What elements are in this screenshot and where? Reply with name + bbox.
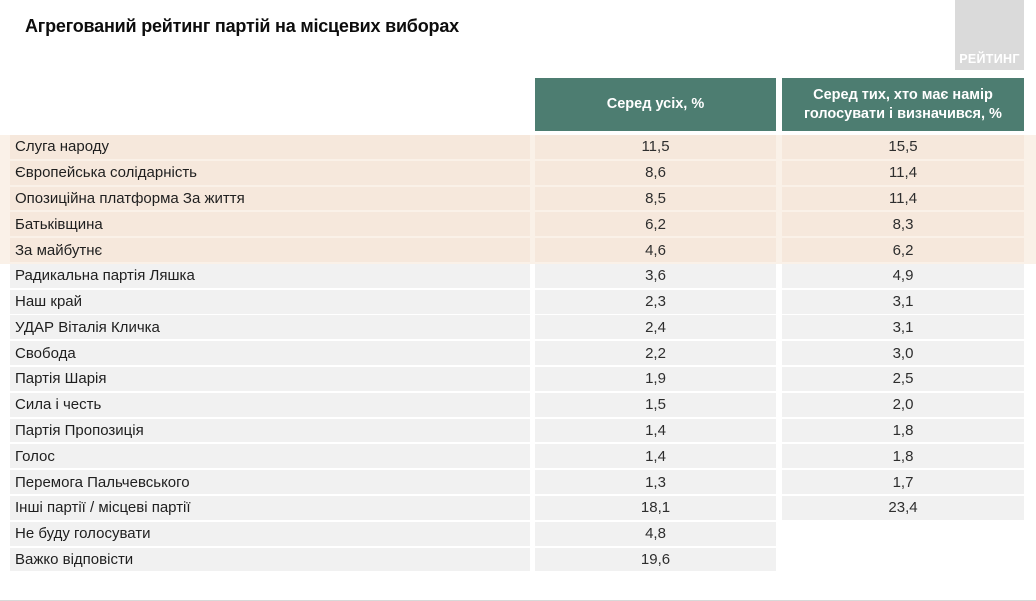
value-among-decided-cell: 11,4 — [782, 160, 1024, 185]
value-among-all-cell: 6,2 — [535, 212, 776, 237]
value-among-all-cell: 4,6 — [535, 238, 776, 263]
value-among-decided-cell: 11,4 — [782, 186, 1024, 211]
party-name-cell: Свобода — [10, 341, 530, 366]
value-among-decided-cell: 23,4 — [782, 495, 1024, 520]
party-name-cell: УДАР Віталія Кличка — [10, 315, 530, 340]
party-name-cell: Опозиційна платформа За життя — [10, 186, 530, 211]
column-header-among-decided: Серед тих, хто має намір голосувати і ви… — [782, 78, 1024, 131]
value-among-decided-cell: 1,8 — [782, 418, 1024, 443]
value-among-all-cell: 1,3 — [535, 470, 776, 495]
value-among-decided-cell: 3,1 — [782, 289, 1024, 314]
value-among-all-cell: 3,6 — [535, 263, 776, 288]
value-among-all-cell: 2,2 — [535, 341, 776, 366]
table-row: Свобода 2,2 3,0 — [0, 341, 1036, 366]
party-name-cell: Не буду голосувати — [10, 521, 530, 546]
value-among-all-cell: 1,4 — [535, 418, 776, 443]
table-row: Інші партії / місцеві партії 18,1 23,4 — [0, 495, 1036, 520]
value-among-all-cell: 18,1 — [535, 495, 776, 520]
value-among-all-cell: 8,5 — [535, 186, 776, 211]
value-among-all-cell: 19,6 — [535, 547, 776, 572]
value-among-decided-cell: 4,9 — [782, 263, 1024, 288]
party-name-cell: Батьківщина — [10, 212, 530, 237]
value-among-all-cell: 4,8 — [535, 521, 776, 546]
value-among-decided-cell: 3,1 — [782, 315, 1024, 340]
value-among-decided-cell: 1,7 — [782, 470, 1024, 495]
table-row: Партія Пропозиція 1,4 1,8 — [0, 418, 1036, 443]
party-name-cell: Перемога Пальчевського — [10, 470, 530, 495]
value-among-all-cell: 11,5 — [535, 135, 776, 159]
value-among-decided-cell: 6,2 — [782, 238, 1024, 263]
value-among-all-cell: 2,4 — [535, 315, 776, 340]
table-row: УДАР Віталія Кличка 2,4 3,1 — [0, 315, 1036, 340]
table-row: Слуга народу 11,5 15,5 — [0, 135, 1036, 159]
logo-text: РЕЙТИНГ — [959, 52, 1020, 66]
party-name-cell: Важко відповісти — [10, 547, 530, 572]
value-among-all-cell: 8,6 — [535, 160, 776, 185]
page-title: Агрегований рейтинг партій на місцевих в… — [25, 16, 459, 36]
value-among-decided-cell: 15,5 — [782, 135, 1024, 159]
party-name-cell: Наш край — [10, 289, 530, 314]
party-name-cell: Партія Шарія — [10, 367, 530, 391]
value-among-decided-cell — [782, 548, 1024, 572]
table-row: Сила і честь 1,5 2,0 — [0, 392, 1036, 417]
table-body: Слуга народу 11,5 15,5 Європейська солід… — [0, 135, 1036, 573]
party-name-cell: Слуга народу — [10, 135, 530, 159]
table-row: Європейська солідарність 8,6 11,4 — [0, 160, 1036, 185]
party-name-cell: Партія Пропозиція — [10, 418, 530, 443]
party-name-cell: Інші партії / місцеві партії — [10, 495, 530, 520]
party-name-cell: Європейська солідарність — [10, 160, 530, 185]
value-among-decided-cell: 8,3 — [782, 212, 1024, 237]
party-name-cell: Радикальна партія Ляшка — [10, 263, 530, 288]
rating-group-logo: РЕЙТИНГ — [955, 0, 1024, 70]
table-row: Не буду голосувати 4,8 — [0, 521, 1036, 546]
table-row: Наш край 2,3 3,1 — [0, 289, 1036, 314]
table-row: Голос 1,4 1,8 — [0, 444, 1036, 469]
table-row: Радикальна партія Ляшка 3,6 4,9 — [0, 263, 1036, 288]
party-name-cell: За майбутнє — [10, 238, 530, 263]
value-among-decided-cell: 1,8 — [782, 444, 1024, 469]
table-row: Опозиційна платформа За життя 8,5 11,4 — [0, 186, 1036, 211]
table-row: Важко відповісти 19,6 — [0, 547, 1036, 572]
value-among-decided-cell: 2,5 — [782, 367, 1024, 391]
value-among-all-cell: 1,9 — [535, 367, 776, 391]
value-among-decided-cell: 3,0 — [782, 341, 1024, 366]
column-header-among-all: Серед усіх, % — [535, 78, 776, 131]
party-name-cell: Сила і честь — [10, 392, 530, 417]
table-row: Перемога Пальчевського 1,3 1,7 — [0, 470, 1036, 495]
value-among-decided-cell — [782, 522, 1024, 546]
value-among-all-cell: 1,4 — [535, 444, 776, 469]
table-row: Партія Шарія 1,9 2,5 — [0, 367, 1036, 391]
value-among-all-cell: 2,3 — [535, 289, 776, 314]
party-name-cell: Голос — [10, 444, 530, 469]
value-among-all-cell: 1,5 — [535, 392, 776, 417]
table-row: За майбутнє 4,6 6,2 — [0, 238, 1036, 263]
value-among-decided-cell: 2,0 — [782, 392, 1024, 417]
table-row: Батьківщина 6,2 8,3 — [0, 212, 1036, 237]
